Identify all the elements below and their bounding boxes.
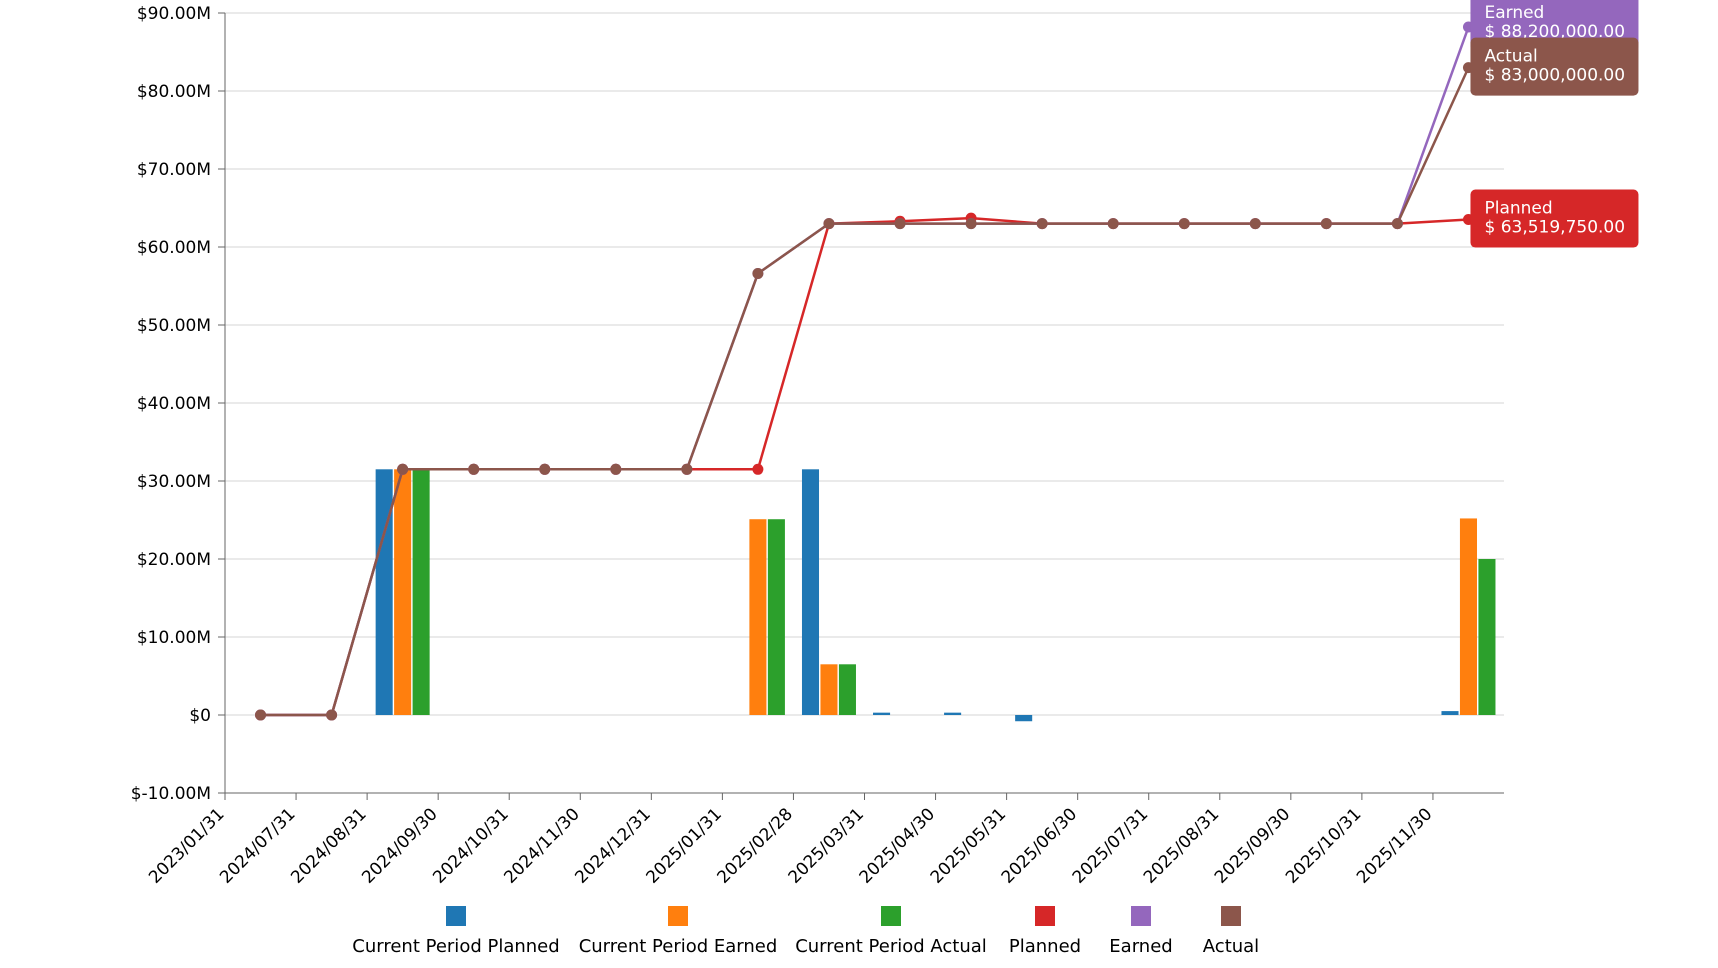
point-actual — [965, 218, 977, 230]
point-actual — [326, 709, 338, 721]
tooltip-planned-box — [1470, 189, 1639, 248]
x-tick-label: 2025/04/30 — [856, 804, 939, 887]
x-tick-label: 2025/11/30 — [1353, 804, 1436, 887]
bar-current-period-actual — [767, 519, 785, 715]
point-actual — [681, 463, 693, 475]
bar-current-period-earned — [820, 664, 838, 715]
x-tick-label: 2024/10/31 — [429, 804, 512, 887]
point-actual — [752, 268, 764, 280]
line-layer — [255, 21, 1474, 721]
tooltip-actual-value: $ 83,000,000.00 — [1484, 66, 1625, 86]
bar-current-period-planned — [1441, 711, 1459, 715]
x-tick-label: 2025/06/30 — [998, 804, 1081, 887]
bar-current-period-planned — [873, 712, 891, 715]
y-tick-label: $80.00M — [137, 82, 211, 102]
bar-current-period-planned — [375, 469, 393, 715]
axis-layer: $90.00M $80.00M $70.00M $60.00M $50.00M $40.0… — [131, 4, 1504, 888]
x-tick-label: 2025/01/31 — [642, 804, 725, 887]
point-actual — [823, 218, 835, 230]
legend-label-actual: Actual — [1203, 936, 1259, 957]
line-actual — [260, 67, 1470, 717]
legend-swatch-current-period-actual — [881, 906, 901, 926]
legend-swatch-earned — [1131, 906, 1151, 926]
tooltip-actual-box — [1470, 37, 1639, 96]
y-tick-label: $0 — [189, 706, 211, 726]
legend-label-current-period-earned: Current Period Earned — [579, 936, 778, 957]
x-tick-label: 2024/11/30 — [500, 804, 583, 887]
tooltip-planned-title: Planned — [1484, 199, 1552, 219]
y-tick-label: $50.00M — [137, 316, 211, 336]
x-tick-label: 2024/07/31 — [216, 804, 299, 887]
bar-current-period-earned — [394, 469, 412, 715]
point-actual — [468, 463, 480, 475]
point-actual — [1036, 218, 1048, 230]
bar-current-period-actual — [838, 664, 856, 715]
point-actual — [255, 709, 267, 721]
legend-label-planned: Planned — [1009, 936, 1081, 957]
bar-current-period-planned — [944, 712, 962, 715]
y-tick-label: $90.00M — [137, 4, 211, 24]
point-actual — [1249, 218, 1261, 230]
legend-swatch-current-period-planned — [446, 906, 466, 926]
y-tick-label: $10.00M — [137, 628, 211, 648]
x-tick-label: 2025/10/31 — [1282, 804, 1365, 887]
tooltip-earned-title: Earned — [1484, 3, 1544, 23]
tooltip-planned-value: $ 63,519,750.00 — [1484, 218, 1625, 238]
point-actual — [539, 463, 551, 475]
x-tick-label: 2025/08/31 — [1140, 804, 1223, 887]
y-tick-label: $40.00M — [137, 394, 211, 414]
x-tick-label: 2025/05/31 — [927, 804, 1010, 887]
bar-current-period-planned — [1015, 715, 1033, 722]
legend-layer: Current Period Planned Current Period Ear… — [352, 906, 1259, 957]
x-tick-label: 2024/08/31 — [287, 804, 370, 887]
point-actual — [397, 463, 409, 475]
grid-layer — [225, 12, 1504, 716]
bar-current-period-earned — [1459, 518, 1477, 715]
x-tick-label: 2025/07/31 — [1069, 804, 1152, 887]
y-tick-label: $30.00M — [137, 472, 211, 492]
legend-swatch-planned — [1035, 906, 1055, 926]
tooltip-layer: Earned$ 88,200,000.00 Actual$ 83,000,000.… — [1470, 0, 1639, 248]
point-actual — [1320, 218, 1332, 230]
point-actual — [610, 463, 622, 475]
y-tick-label: $20.00M — [137, 550, 211, 570]
x-tick-label: 2024/09/30 — [358, 804, 441, 887]
legend-label-current-period-actual: Current Period Actual — [795, 936, 987, 957]
x-tick-label: 2025/02/28 — [714, 804, 797, 887]
legend-swatch-actual — [1221, 906, 1241, 926]
bar-current-period-earned — [749, 519, 767, 715]
legend-label-earned: Earned — [1109, 936, 1172, 957]
x-tick-label: 2025/03/31 — [785, 804, 868, 887]
y-tick-label: $-10.00M — [131, 784, 211, 804]
line-earned — [260, 26, 1470, 717]
point-actual — [1391, 218, 1403, 230]
x-tick-label: 2025/09/30 — [1211, 804, 1294, 887]
bar-current-period-planned — [801, 469, 820, 715]
point-planned — [752, 463, 764, 475]
point-actual — [894, 218, 906, 230]
x-tick-label: 2024/12/31 — [571, 804, 654, 887]
legend-label-current-period-planned: Current Period Planned — [352, 936, 559, 957]
bar-current-period-actual — [412, 469, 430, 715]
bar-layer — [375, 469, 1496, 722]
y-tick-label: $60.00M — [137, 238, 211, 258]
point-actual — [1178, 218, 1190, 230]
legend-swatch-current-period-earned — [668, 906, 688, 926]
tooltip-actual-title: Actual — [1484, 47, 1537, 67]
x-tick-label: 2023/01/31 — [145, 804, 228, 887]
y-tick-label: $70.00M — [137, 160, 211, 180]
line-planned — [260, 216, 1469, 717]
point-actual — [1107, 218, 1119, 230]
tooltip-earned-value: $ 88,200,000.00 — [1484, 22, 1625, 42]
bar-current-period-actual — [1478, 559, 1496, 715]
